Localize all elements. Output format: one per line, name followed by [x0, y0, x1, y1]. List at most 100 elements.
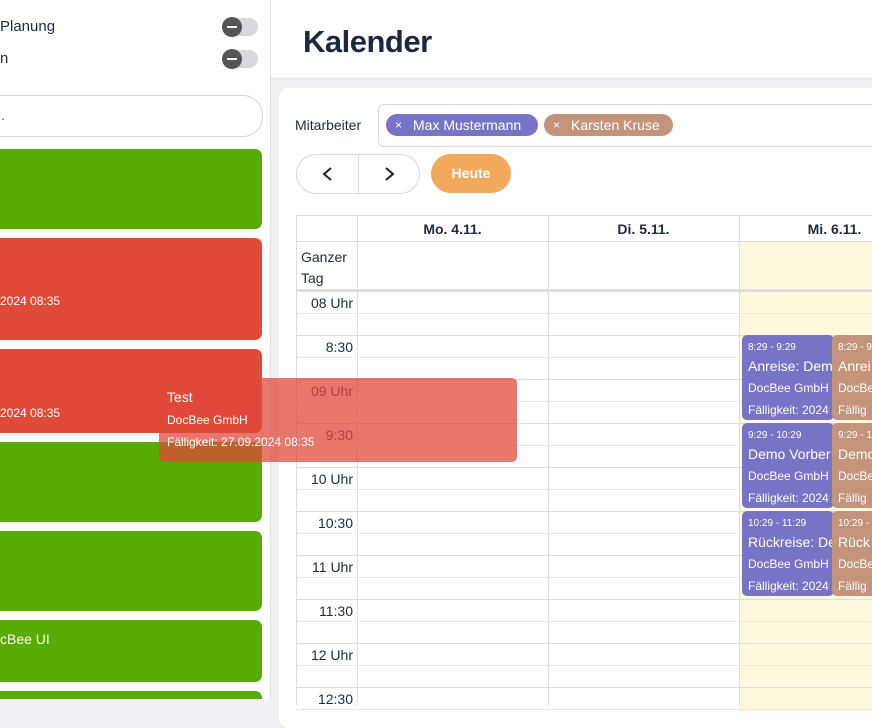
chip-remove: ×: [553, 118, 561, 132]
header: Kalender: [271, 0, 872, 79]
event-time: 9:29 - 1: [838, 430, 872, 441]
employee-chip[interactable]: × Max Mustermann: [386, 114, 538, 136]
time-line: [296, 423, 872, 424]
task-card[interactable]: cBee UI: [0, 620, 262, 682]
time-subline: [296, 401, 872, 402]
event-company: DocBee GmbH: [748, 557, 829, 571]
all-day-label: Ganzer Tag: [301, 249, 347, 286]
drag-title: Test: [167, 389, 193, 405]
filter-label: Mitarbeiter: [295, 117, 362, 133]
task-card[interactable]: 2024 08:35: [0, 238, 262, 340]
event-due: Fälligkeit: 2024: [748, 403, 829, 417]
grid-column-line: [548, 215, 549, 705]
event-due: Fällig: [838, 403, 867, 417]
today-button[interactable]: Heute: [431, 154, 511, 193]
event-company: DocBe: [838, 381, 872, 395]
next-button[interactable]: [359, 155, 419, 193]
time-line: [296, 467, 872, 468]
event-due: Fällig: [838, 491, 867, 505]
time-subline: [296, 445, 872, 446]
time-line: [296, 687, 872, 688]
event-company: DocBee GmbH: [748, 381, 829, 395]
time-subline: [296, 533, 872, 534]
drag-due: Fälligkeit: 27.09.2024 08:35: [167, 435, 315, 449]
time-line: [296, 555, 872, 556]
event-due: Fälligkeit: 2024: [748, 579, 829, 593]
event-title: Rück: [838, 534, 870, 550]
calendar-event[interactable]: 8:29 - 9 Anrei DocBe Fällig: [832, 335, 872, 420]
event-company: DocBe: [838, 469, 872, 483]
search-placeholder: .: [1, 107, 5, 123]
toggle[interactable]: [222, 17, 258, 37]
grid-header-bottom: [296, 241, 872, 242]
event-company: DocBee GmbH: [748, 469, 829, 483]
time-subline: [296, 357, 872, 358]
time-label: 11 Uhr: [312, 559, 353, 575]
time-subline: [296, 577, 872, 578]
event-company: DocBe: [838, 557, 872, 571]
event-title: Anrei: [838, 358, 871, 374]
toggle-label: Planung: [0, 18, 56, 35]
employee-chip[interactable]: × Karsten Kruse: [544, 114, 673, 136]
time-label: 12:30: [317, 691, 353, 707]
day-header: Mi. 6.11.: [807, 221, 862, 237]
time-label: 08 Uhr: [310, 295, 353, 311]
calendar-event[interactable]: 8:29 - 9:29 Anreise: Dem DocBee GmbH Fällig…: [742, 335, 834, 420]
grid-allday-bottom: [296, 289, 872, 291]
card-text: cBee UI: [0, 631, 50, 647]
card-text: 2024 08:35: [0, 406, 61, 420]
event-title: Demo: [838, 446, 872, 462]
chip-remove: ×: [395, 118, 403, 132]
page-title: Kalender: [303, 24, 432, 59]
card-text: 2024 08:35: [0, 294, 61, 308]
time-subline: [296, 489, 872, 490]
time-label: 8:30: [325, 339, 353, 355]
event-title: Demo Vorber: [748, 446, 831, 462]
time-line: [296, 335, 872, 336]
task-card[interactable]: [0, 149, 262, 229]
calendar-event[interactable]: 9:29 - 1 Demo DocBe Fällig: [832, 423, 872, 508]
event-title: Rückreise: De: [748, 534, 834, 550]
calendar-event[interactable]: 9:29 - 10:29 Demo Vorber DocBee GmbH Fällig…: [742, 423, 834, 508]
time-line: [296, 511, 872, 512]
calendar-event[interactable]: 10:29 - 11:29 Rückreise: De DocBee GmbH Fäl…: [742, 511, 834, 596]
event-due: Fällig: [838, 579, 867, 593]
time-subline: [296, 665, 872, 666]
time-line: [296, 643, 872, 644]
event-time: 8:29 - 9: [838, 342, 872, 353]
event-time: 8:29 - 9:29: [748, 342, 796, 353]
chip-name: Max Mustermann: [413, 117, 522, 133]
time-subline: [296, 621, 872, 622]
time-label: 10:30: [317, 515, 353, 531]
event-due: Fälligkeit: 2024: [748, 491, 829, 505]
event-time: 10:29 - 11:29: [748, 518, 807, 529]
day-header: Di. 5.11.: [617, 221, 670, 237]
prev-button[interactable]: [297, 155, 358, 193]
task-card[interactable]: [0, 691, 262, 699]
grid-column-line: [739, 215, 740, 705]
task-card[interactable]: [0, 531, 262, 611]
grid-top: [296, 215, 872, 216]
search-input[interactable]: .: [0, 95, 263, 137]
nav-group: [296, 154, 420, 194]
toggle[interactable]: [222, 49, 258, 69]
event-time: 9:29 - 10:29: [748, 430, 802, 441]
drag-preview: Test DocBee GmbH Fälligkeit: 27.09.2024 …: [159, 378, 517, 462]
sidebar: Planung n . 2024 08:35 2024 08:35 cBee UI: [0, 0, 271, 699]
chip-name: Karsten Kruse: [571, 117, 660, 133]
time-line: [296, 599, 872, 600]
time-line: [296, 291, 872, 292]
time-line: [296, 379, 872, 380]
time-subline: [296, 313, 872, 314]
calendar-event[interactable]: 10:29 - Rück DocBe Fällig: [832, 511, 872, 596]
event-time: 10:29 -: [838, 518, 870, 529]
time-label: 11:30: [319, 603, 353, 619]
event-title: Anreise: Dem: [748, 358, 833, 374]
drag-company: DocBee GmbH: [167, 413, 248, 427]
time-label: 10 Uhr: [310, 471, 353, 487]
time-subline: [296, 709, 872, 710]
toggle-label: n: [0, 50, 9, 67]
time-label: 12 Uhr: [310, 647, 353, 663]
day-header: Mo. 4.11.: [423, 221, 482, 237]
